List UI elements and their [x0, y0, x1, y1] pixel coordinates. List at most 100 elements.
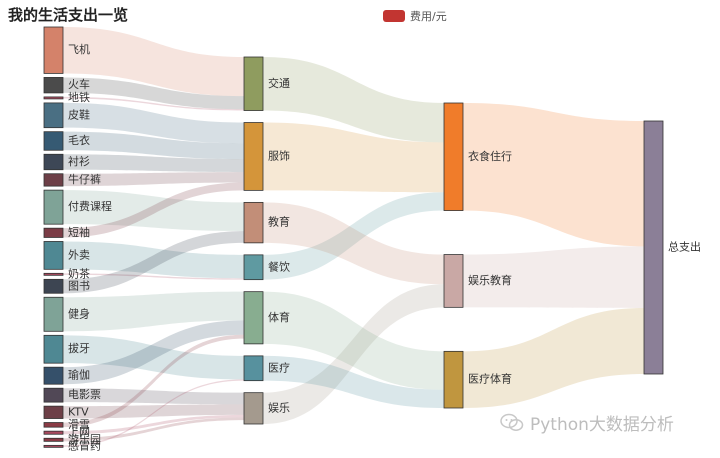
link-衬衫-服饰[interactable]	[63, 154, 244, 173]
node-label-娱乐: 娱乐	[268, 400, 290, 414]
node-label-健身: 健身	[68, 306, 90, 320]
node-label-医疗: 医疗	[268, 360, 290, 374]
node-医疗体育[interactable]	[443, 350, 464, 409]
node-label-滑雪: 滑雪	[68, 418, 90, 431]
node-label-毛衣: 毛衣	[68, 133, 90, 147]
node-label-交通: 交通	[268, 76, 290, 90]
node-衣食住行[interactable]	[443, 102, 464, 211]
node-滑雪[interactable]	[43, 422, 64, 428]
node-地铁[interactable]	[43, 96, 64, 100]
link-健身-体育[interactable]	[63, 291, 244, 332]
node-KTV[interactable]	[43, 405, 64, 419]
node-体育[interactable]	[243, 291, 264, 345]
watermark-text: Python大数据分析	[530, 415, 674, 435]
node-娱乐[interactable]	[243, 392, 264, 425]
node-娱乐教育[interactable]	[443, 254, 464, 308]
node-外卖[interactable]	[43, 241, 64, 270]
node-游乐园[interactable]	[43, 437, 64, 442]
link-游乐园-娱乐[interactable]	[63, 417, 244, 442]
legend[interactable]: 费用/元	[383, 8, 447, 24]
node-总支出[interactable]	[643, 120, 664, 375]
node-服饰[interactable]	[243, 122, 264, 191]
node-label-总支出: 总支出	[668, 240, 701, 254]
legend-swatch	[383, 10, 405, 22]
link-体育-医疗体育[interactable]	[263, 291, 444, 390]
node-皮鞋[interactable]	[43, 102, 64, 129]
node-毛衣[interactable]	[43, 131, 64, 151]
link-娱乐教育-总支出[interactable]	[463, 246, 644, 308]
node-图书[interactable]	[43, 278, 64, 294]
link-衣食住行-总支出[interactable]	[463, 103, 644, 247]
node-label-图书: 图书	[68, 279, 90, 292]
link-毛衣-服饰[interactable]	[63, 131, 244, 160]
node-label-奶茶: 奶茶	[68, 266, 90, 280]
node-label-付费课程: 付费课程	[68, 200, 112, 213]
link-上网-娱乐[interactable]	[63, 414, 244, 435]
link-飞机-交通[interactable]	[63, 27, 244, 97]
link-医疗-医疗体育[interactable]	[263, 355, 444, 408]
node-label-餐饮: 餐饮	[268, 259, 290, 273]
link-牛仔裤-服饰[interactable]	[63, 172, 244, 187]
node-餐饮[interactable]	[243, 254, 264, 281]
link-图书-教育[interactable]	[63, 231, 244, 294]
link-教育-娱乐教育[interactable]	[263, 202, 444, 285]
node-上网[interactable]	[43, 430, 64, 435]
node-label-外卖: 外卖	[68, 248, 90, 261]
node-短袖[interactable]	[43, 227, 64, 238]
node-label-医疗体育: 医疗体育	[468, 372, 512, 386]
node-衬衫[interactable]	[43, 153, 64, 171]
node-label-教育: 教育	[268, 215, 290, 229]
node-label-体育: 体育	[268, 310, 290, 324]
link-奶茶-餐饮[interactable]	[63, 273, 244, 280]
link-医疗体育-总支出[interactable]	[463, 307, 644, 408]
link-layer	[63, 27, 644, 447]
node-飞机[interactable]	[43, 26, 64, 74]
node-label-瑜伽: 瑜伽	[68, 368, 90, 382]
link-皮鞋-服饰[interactable]	[63, 102, 244, 144]
link-短袖-服饰[interactable]	[63, 182, 244, 238]
link-火车-交通[interactable]	[63, 77, 244, 110]
link-娱乐-娱乐教育[interactable]	[263, 284, 444, 424]
node-电影票[interactable]	[43, 387, 64, 403]
node-layer	[43, 26, 664, 448]
link-服饰-衣食住行[interactable]	[263, 122, 444, 193]
link-交通-衣食住行[interactable]	[263, 57, 444, 143]
node-label-衣食住行: 衣食住行	[468, 149, 512, 163]
node-教育[interactable]	[243, 201, 264, 244]
node-label-皮鞋: 皮鞋	[68, 107, 90, 121]
link-电影票-娱乐[interactable]	[63, 388, 244, 405]
link-瑜伽-体育[interactable]	[63, 320, 244, 385]
node-交通[interactable]	[243, 56, 264, 111]
node-医疗[interactable]	[243, 355, 264, 382]
node-拔牙[interactable]	[43, 334, 64, 364]
node-label-短袖: 短袖	[68, 225, 90, 239]
node-健身[interactable]	[43, 296, 64, 332]
node-label-服饰: 服饰	[268, 148, 290, 162]
link-付费课程-教育[interactable]	[63, 190, 244, 232]
chart-title: 我的生活支出一览	[8, 6, 129, 24]
node-火车[interactable]	[43, 77, 64, 94]
node-label-游乐园: 游乐园	[68, 433, 101, 446]
link-餐饮-衣食住行[interactable]	[263, 192, 444, 280]
node-感冒药[interactable]	[43, 444, 64, 448]
link-拔牙-医疗[interactable]	[63, 335, 244, 380]
node-label-飞机: 飞机	[68, 42, 90, 56]
node-瑜伽[interactable]	[43, 366, 64, 385]
node-付费课程[interactable]	[43, 189, 64, 225]
node-牛仔裤[interactable]	[43, 173, 64, 187]
node-label-火车: 火车	[68, 77, 90, 91]
link-外卖-餐饮[interactable]	[63, 241, 244, 279]
node-label-上网: 上网	[68, 426, 90, 439]
node-label-娱乐教育: 娱乐教育	[468, 273, 512, 287]
link-滑雪-体育[interactable]	[63, 334, 244, 428]
link-感冒药-医疗[interactable]	[63, 379, 244, 447]
wechat-icon	[500, 413, 524, 431]
node-label-地铁: 地铁	[68, 91, 90, 104]
node-label-拔牙: 拔牙	[68, 341, 90, 355]
link-地铁-交通[interactable]	[63, 96, 244, 111]
node-奶茶[interactable]	[43, 272, 64, 276]
watermark: Python大数据分析	[500, 410, 674, 435]
link-KTV-娱乐[interactable]	[63, 404, 244, 419]
